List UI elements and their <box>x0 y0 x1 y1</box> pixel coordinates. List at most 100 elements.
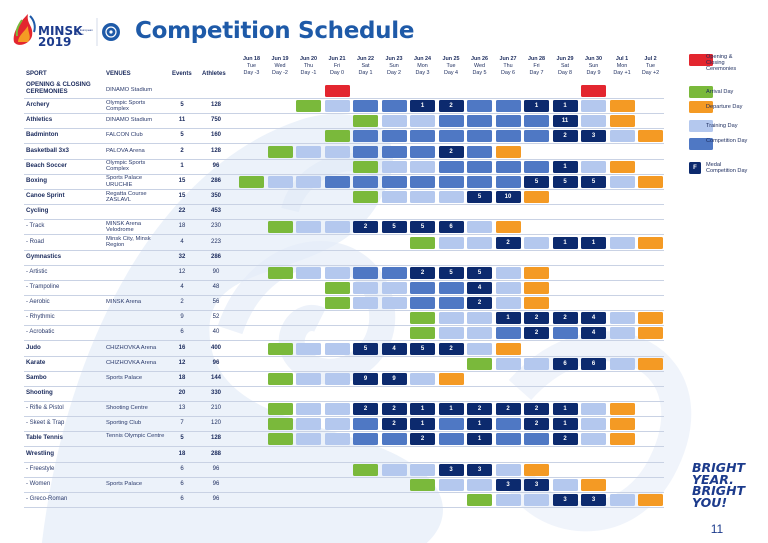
row-divider <box>24 431 664 433</box>
day-header-date: Jun 21 <box>328 56 346 62</box>
events-count: 18 <box>178 374 186 381</box>
schedule-cell <box>495 357 521 370</box>
schedule-cell <box>438 236 464 249</box>
schedule-cell: 3 <box>495 478 521 491</box>
schedule-cell: 9 <box>381 372 407 385</box>
day-header-label: Day -1 <box>300 70 317 76</box>
schedule-cell <box>267 221 293 234</box>
schedule-cell <box>410 236 435 249</box>
schedule-cell <box>524 191 549 204</box>
venue-name: Olympic Sports Complex <box>106 160 146 173</box>
day-header-label: Day 5 <box>472 70 487 76</box>
schedule-cell <box>296 145 321 158</box>
schedule-cell: 1 <box>438 403 464 416</box>
schedule-cell <box>467 221 492 234</box>
schedule-cell <box>353 297 378 310</box>
schedule-cell <box>638 327 663 340</box>
schedule-cell <box>581 433 606 446</box>
schedule-cell: 9 <box>353 372 378 385</box>
schedule-cell <box>296 175 321 188</box>
schedule-cell: 5 <box>353 342 378 355</box>
logo-wordmark: MINSK 2019 <box>38 24 83 49</box>
athletes-count: 288 <box>210 450 221 457</box>
schedule-cell: 1 <box>581 236 606 249</box>
schedule-cell <box>267 403 293 416</box>
athletes-count: 286 <box>210 253 221 260</box>
day-header-date: Jul 2 <box>644 56 657 62</box>
sport-name: Basketball 3x3 <box>26 146 69 154</box>
venue-name: Olympic Sports Complex <box>106 99 146 112</box>
sport-name: - Aerobic <box>26 299 50 306</box>
sport-name: Beach Soccer <box>26 161 67 169</box>
legend-label: Opening & Closing Ceremonies <box>706 54 737 73</box>
sport-name: - Artistic <box>26 268 48 275</box>
schedule-cell <box>609 160 635 173</box>
schedule-cell <box>581 478 606 491</box>
events-count: 2 <box>180 299 184 306</box>
schedule-cell <box>495 342 521 355</box>
sport-name: - Rhythmic <box>26 314 55 321</box>
day-header-label: Day 7 <box>529 70 544 76</box>
schedule-cell <box>609 115 635 128</box>
schedule-cell: 3 <box>581 494 606 507</box>
schedule-cell <box>324 145 350 158</box>
venue-name: Sports Palace URUCHIE <box>106 175 143 188</box>
schedule-cell: 1 <box>552 418 578 431</box>
schedule-cell <box>552 327 578 340</box>
day-header-weekday: Wed <box>474 63 485 69</box>
schedule-cell: 1 <box>552 160 578 173</box>
schedule-cell <box>381 433 407 446</box>
row-divider <box>24 461 664 463</box>
schedule-cell <box>638 175 663 188</box>
page-number: 11 <box>710 522 724 536</box>
schedule-cell <box>324 100 350 113</box>
venue-name: MINSK Arena <box>106 299 142 306</box>
day-header-date: Jun 18 <box>242 56 261 62</box>
schedule-cell: 2 <box>495 403 521 416</box>
schedule-cell <box>638 357 663 370</box>
row-divider <box>24 370 664 372</box>
schedule-cell: 1 <box>467 418 492 431</box>
day-header-weekday: Thu <box>303 63 314 69</box>
athletes-count: 453 <box>210 208 221 215</box>
schedule-cell <box>381 297 407 310</box>
schedule-cell <box>609 433 635 446</box>
schedule-cell <box>296 221 321 234</box>
schedule-cell <box>410 145 435 158</box>
day-header-weekday: Tue <box>645 63 656 69</box>
athletes-count: 400 <box>210 344 221 351</box>
schedule-cell: 2 <box>467 297 492 310</box>
day-header-weekday: Tue <box>246 63 257 69</box>
schedule-cell <box>495 327 521 340</box>
schedule-cell <box>524 357 549 370</box>
events-count: 32 <box>178 253 186 260</box>
schedule-cell: 1 <box>552 100 578 113</box>
events-count: 5 <box>180 435 184 442</box>
schedule-cell <box>381 463 407 476</box>
athletes-count: 90 <box>212 268 220 275</box>
schedule-cell: 2 <box>410 266 435 279</box>
legend-swatch: F <box>689 162 701 174</box>
day-header-weekday: Sat <box>361 63 370 69</box>
day-header-label: Day 0 <box>329 70 345 76</box>
day-header-weekday: Fri <box>333 63 341 69</box>
events-count: 12 <box>178 268 186 275</box>
row-divider <box>24 113 664 115</box>
schedule-cell: 3 <box>581 130 606 143</box>
schedule-cell <box>609 357 635 370</box>
schedule-cell <box>381 266 407 279</box>
athletes-count: 96 <box>212 359 220 366</box>
schedule-cell <box>438 478 464 491</box>
schedule-cell <box>381 175 407 188</box>
day-header-date: Jun 23 <box>385 56 403 62</box>
events-count: 6 <box>180 496 184 503</box>
schedule-cell: 2 <box>524 403 549 416</box>
schedule-cell <box>353 130 378 143</box>
sport-name: Archery <box>26 101 50 109</box>
venue-name: CHIZHOVKA Arena <box>106 359 157 366</box>
day-header-date: Jun 30 <box>584 56 603 62</box>
venue-name: FALCON Club <box>106 132 143 139</box>
legend-swatch <box>689 120 713 132</box>
venue-name: Shooting Centre <box>106 405 148 412</box>
